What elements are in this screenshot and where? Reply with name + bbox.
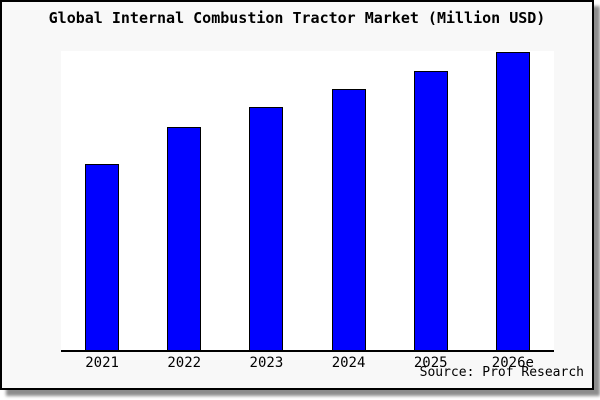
bar-2021 <box>85 164 120 350</box>
x-tick-label-2023: 2023 <box>249 355 284 371</box>
bar-2025 <box>413 71 448 350</box>
x-tick-label-2021: 2021 <box>85 355 119 371</box>
x-axis-labels: 2021 2022 2023 2024 2025 2026e <box>61 355 554 371</box>
x-tick-label-2026e: 2026e <box>491 355 534 371</box>
chart-title: Global Internal Combustion Tractor Marke… <box>48 9 546 27</box>
bar-2024 <box>331 88 366 350</box>
x-tick-label-2025: 2025 <box>413 355 448 371</box>
x-tick-label-2024: 2024 <box>331 355 366 371</box>
plot-area <box>61 51 554 350</box>
bar-2023 <box>249 106 284 350</box>
bar-2026e <box>495 51 530 350</box>
chart-frame: Global Internal Combustion Tractor Marke… <box>0 0 594 390</box>
x-axis-line <box>61 350 554 352</box>
bar-2022 <box>167 126 202 350</box>
source-note: Source: Prof Research <box>419 365 584 380</box>
x-tick-label-2022: 2022 <box>167 355 202 371</box>
